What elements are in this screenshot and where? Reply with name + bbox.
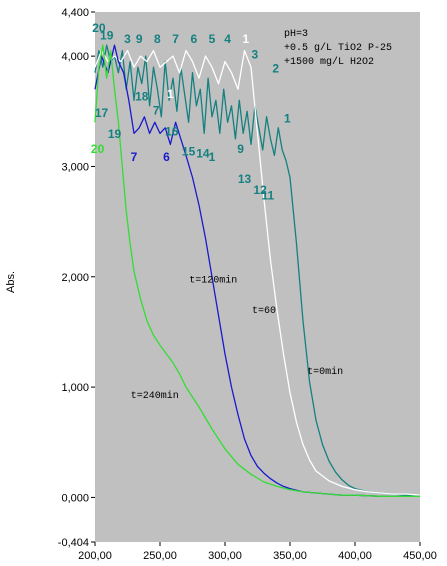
curve-label: t=0min: [307, 366, 343, 378]
point-label: 8: [154, 32, 161, 46]
point-label: 13: [238, 172, 252, 186]
x-tick-label: 450,00: [403, 550, 437, 562]
series-line-t-120min: [94, 44, 420, 497]
point-label: 19: [108, 127, 122, 141]
y-tick-label: 0,000: [61, 492, 89, 504]
point-label: 1: [242, 32, 249, 46]
series-line-t-240min: [94, 44, 420, 497]
point-label: 14: [196, 147, 210, 161]
x-tick-label: 250,00: [143, 550, 177, 562]
point-label: 9: [136, 32, 143, 46]
legend-line-3: +1500 mg/L H2O2: [284, 56, 374, 68]
point-label: 7: [153, 104, 160, 118]
point-label: 20: [92, 21, 106, 35]
point-label: 9: [237, 142, 244, 156]
point-label: 4: [224, 32, 231, 46]
y-axis-label: Abs.: [5, 271, 17, 293]
point-label: 2: [272, 62, 279, 76]
point-label: 12: [253, 183, 267, 197]
point-label: 7: [172, 32, 179, 46]
point-label: 7: [131, 150, 138, 164]
point-label: 18: [135, 89, 149, 103]
series-line-t-60: [94, 49, 421, 496]
curve-label: t=60: [252, 306, 276, 317]
point-label: 1: [167, 87, 174, 101]
point-label: 6: [190, 32, 197, 46]
x-tick-label: 400,00: [338, 550, 372, 562]
point-label: 3: [252, 47, 259, 61]
y-tick-label: -0,404: [58, 537, 89, 549]
series-line-t-0min: [94, 44, 420, 496]
curve-label: t=240min: [131, 390, 179, 402]
point-label: 15: [182, 144, 196, 158]
curve-label: t=120min: [189, 274, 237, 286]
point-label: 1: [209, 150, 216, 164]
point-label: 17: [95, 106, 109, 120]
x-tick-label: 300,00: [208, 550, 242, 562]
point-label: 3: [124, 32, 131, 46]
y-tick-label: 4,400: [61, 7, 89, 19]
legend-line-2: +0.5 g/L TiO2 P-25: [284, 42, 392, 54]
point-label: 11: [262, 189, 275, 203]
point-label: 6: [163, 150, 170, 164]
point-label: 16: [165, 125, 179, 139]
point-label: 5: [209, 32, 216, 46]
y-tick-label: 1,000: [61, 382, 89, 394]
point-label: 1: [284, 111, 291, 125]
y-tick-label: 3,000: [61, 161, 89, 173]
legend-line-1: pH=3: [284, 29, 308, 40]
legend-text: pH=3 +0.5 g/L TiO2 P-25 +1500 mg/L H2O2: [284, 29, 392, 68]
y-tick-label: 4,000: [61, 51, 89, 63]
y-tick-label: 2,000: [61, 272, 89, 284]
x-tick-label: 200,00: [78, 550, 112, 562]
point-label: 19: [100, 29, 114, 43]
point-label: 20: [91, 142, 105, 156]
x-tick-label: 350,00: [273, 550, 307, 562]
